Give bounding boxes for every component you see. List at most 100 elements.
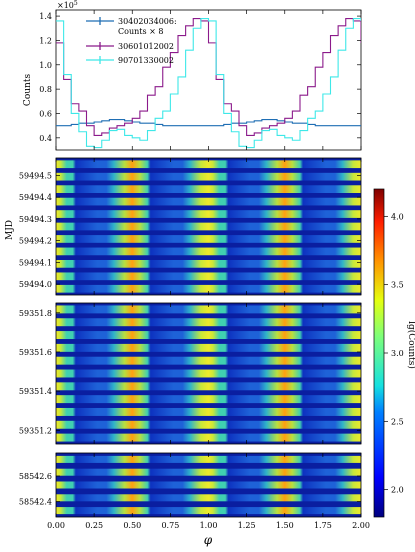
heatmap-cell-row <box>208 433 361 442</box>
heatmap-cell-row <box>208 481 361 489</box>
heatmap-cell-row <box>208 468 361 476</box>
y-tick-label: 59351.8 <box>19 309 52 318</box>
x-tick-label: 1.00 <box>200 521 218 530</box>
y-tick-label: 0.4 <box>39 134 52 143</box>
heatmap-cell-row <box>208 160 361 169</box>
heatmap-cell-row <box>208 356 361 365</box>
y-tick-label: 0.6 <box>39 109 52 118</box>
heatmap-cell-row <box>208 185 361 193</box>
y-tick-label: 0.8 <box>39 85 52 94</box>
colorbar-tick-label: 3.0 <box>391 349 404 358</box>
y-tick-label: 59494.2 <box>19 237 52 246</box>
x-tick-label: 2.00 <box>352 521 370 530</box>
heatmap-cell-row <box>208 455 361 463</box>
heatmap-cell-row <box>56 210 209 218</box>
heatmap-panel-59494: 59494.0 59494.1 59494.2 59494.3 59494.4 59494… <box>19 157 362 296</box>
y-axis-label-mjd: MJD <box>5 220 15 240</box>
heatmap-cell-row <box>208 382 361 391</box>
x-tick-label: 0.00 <box>47 521 65 530</box>
heatmap-cell-row <box>56 407 209 416</box>
x-tick-label: 0.50 <box>123 521 141 530</box>
y-tick-label: 59494.5 <box>19 171 52 180</box>
colorbar-gradient <box>373 188 385 518</box>
heatmap-cell-row <box>56 369 209 378</box>
heatmap-cell-row <box>56 247 209 256</box>
heatmap-cell-row <box>56 395 209 404</box>
heatmap-cell-row <box>56 468 209 476</box>
heatmap-cell-row <box>56 160 209 169</box>
heatmap-cell-row <box>56 481 209 489</box>
colorbar-label: lg(Counts) <box>406 321 415 369</box>
colorbar: 2.0 2.5 3.0 3.5 4.0 lg(Counts) <box>373 188 415 518</box>
heatmap-cell-row <box>56 222 209 231</box>
colorbar-tick-label: 2.5 <box>391 417 404 426</box>
heatmap-cell-row <box>56 420 209 429</box>
heatmap-cell-row <box>56 197 209 206</box>
y-tick-label: 59494.3 <box>19 215 52 224</box>
heatmap-cell-row <box>56 172 209 181</box>
heatmap-cell-row <box>56 272 209 281</box>
colorbar-tick-label: 3.5 <box>391 281 404 290</box>
x-tick-label: 1.50 <box>276 521 294 530</box>
heatmap-cell-row <box>56 455 209 463</box>
legend-label-0: 30402034006: <box>118 17 177 26</box>
heatmap-cell-row <box>208 172 361 181</box>
heatmap-cell-row <box>56 318 209 327</box>
heatmap-cell-row <box>56 305 209 314</box>
heatmap-cell-row <box>56 494 209 502</box>
heatmap-cell-row <box>56 260 209 268</box>
heatmap-cell-row <box>208 260 361 268</box>
heatmap-cell-row <box>208 407 361 416</box>
heatmap-cell-row <box>208 331 361 340</box>
legend: 30402034006:Counts × 8 30601012002 9070133… <box>86 17 177 65</box>
heatmap-cell-row <box>208 305 361 314</box>
colorbar-tick-label: 2.0 <box>391 486 404 495</box>
y-tick-label: 59494.4 <box>19 193 52 202</box>
heatmap-cell-row <box>56 382 209 391</box>
heatmap-cell-row <box>56 331 209 340</box>
heatmap-cell-row <box>56 356 209 365</box>
y-tick-label: 59351.6 <box>19 348 52 357</box>
x-tick-label: 1.75 <box>314 521 332 530</box>
y-multiplier: ×105 <box>57 0 78 10</box>
heatmap-cell-row <box>56 284 209 293</box>
y-tick-label: 59494.1 <box>19 258 52 267</box>
colorbar-tick-label: 4.0 <box>391 212 404 221</box>
heatmap-cell-row <box>56 507 209 515</box>
heatmap-cell-row <box>56 185 209 193</box>
heatmap-cell-row <box>56 433 209 442</box>
heatmap-cell-row <box>208 272 361 281</box>
series-line-0 <box>56 119 361 127</box>
heatmap-cell-row <box>208 210 361 218</box>
heatmap-cell-row <box>208 222 361 231</box>
heatmap-cell-row <box>208 235 361 243</box>
heatmap-cell-row <box>208 318 361 327</box>
heatmap-cell-row <box>208 494 361 502</box>
heatmap-cell-row <box>208 507 361 515</box>
heatmap-cell-row <box>56 235 209 243</box>
heatmap-cell-row <box>208 197 361 206</box>
x-tick-label: 1.25 <box>238 521 256 530</box>
legend-label-0-line2: Counts × 8 <box>118 27 163 36</box>
light-curve-panel: 0.4 0.6 0.8 1.0 1.2 1.4 Counts ×105 304020340… <box>23 0 362 151</box>
heatmap-panel-59351: 59351.2 59351.4 59351.6 59351.8 <box>19 302 362 445</box>
heatmap-cell-row <box>208 369 361 378</box>
heatmap-cell-row <box>208 247 361 256</box>
y-tick-label: 58542.6 <box>19 472 52 481</box>
x-tick-label: 0.75 <box>161 521 179 530</box>
y-axis-label-counts: Counts <box>23 74 33 107</box>
y-tick-label: 59494.0 <box>19 280 52 289</box>
series-line-2 <box>56 17 361 149</box>
heatmap-cell-row <box>208 395 361 404</box>
x-axis-label-phi: φ <box>204 533 213 547</box>
y-tick-label: 59351.4 <box>19 387 52 396</box>
heatmap-cell-row <box>208 420 361 429</box>
x-tick-label: 0.25 <box>85 521 103 530</box>
heatmap-panel-58542: 58542.4 58542.6 <box>19 452 362 518</box>
legend-label-1: 30601012002 <box>118 42 174 51</box>
y-tick-label: 59351.2 <box>19 426 52 435</box>
y-tick-label: 1.2 <box>39 36 52 45</box>
heatmap-cell-row <box>56 343 209 352</box>
y-tick-label: 58542.4 <box>19 498 52 507</box>
